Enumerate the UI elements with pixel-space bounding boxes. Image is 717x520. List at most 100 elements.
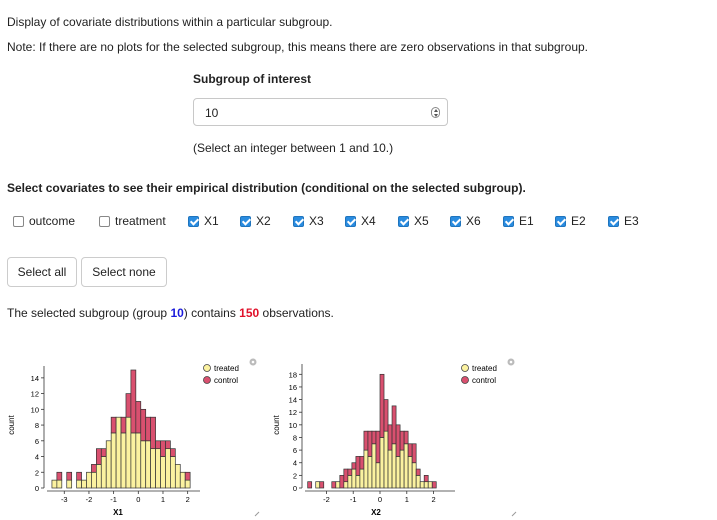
bar-treated	[125, 416, 132, 489]
checkbox-checked-icon[interactable]	[503, 215, 514, 227]
gear-icon[interactable]	[507, 358, 515, 366]
bar-treated	[145, 440, 151, 489]
checkbox-x1[interactable]: X1	[188, 213, 219, 229]
resize-handle-icon[interactable]	[511, 511, 517, 517]
y-tick-label: 8	[35, 421, 39, 430]
x-tick-label: -1	[110, 495, 117, 504]
bar-treated	[335, 481, 341, 489]
checkbox-checked-icon[interactable]	[240, 215, 251, 227]
subgroup-summary: The selected subgroup (group 10) contain…	[7, 306, 334, 320]
bar-control	[403, 430, 409, 445]
select-all-button[interactable]: Select all	[7, 257, 77, 287]
bar-treated	[395, 456, 401, 489]
bar-treated	[100, 456, 107, 489]
y-tick-label: 14	[289, 396, 297, 405]
bar-treated	[411, 462, 417, 489]
checkbox-outcome[interactable]: outcome	[13, 213, 75, 229]
bar-control	[160, 440, 166, 457]
y-tick-label: 12	[289, 408, 297, 417]
bar-treated	[120, 432, 127, 489]
bar-treated	[105, 440, 112, 489]
observation-count: 150	[239, 306, 260, 320]
bar-treated	[76, 479, 82, 489]
subgroup-value: 10	[205, 106, 219, 120]
bar-control	[76, 471, 82, 481]
subgroup-input[interactable]: 10	[193, 98, 448, 126]
legend-control-swatch	[203, 376, 211, 384]
checkbox-e2[interactable]: E2	[555, 213, 586, 229]
x-tick-label: 2	[431, 495, 435, 504]
y-axis-label: count	[7, 414, 16, 434]
checkbox-checked-icon[interactable]	[345, 215, 356, 227]
checkbox-x3[interactable]: X3	[293, 213, 324, 229]
bar-treated	[347, 475, 353, 489]
resize-handle-icon[interactable]	[254, 511, 260, 517]
checkbox-unchecked-icon[interactable]	[13, 215, 24, 227]
note-text: Note: If there are no plots for the sele…	[7, 40, 589, 54]
checkbox-checked-icon[interactable]	[398, 215, 409, 227]
bar-control	[135, 401, 142, 434]
histogram-bars	[307, 373, 437, 489]
bar-control	[383, 399, 389, 432]
bar-treated	[86, 471, 92, 489]
bar-control	[120, 416, 127, 434]
y-tick-label: 2	[35, 468, 39, 477]
y-tick-label: 4	[35, 453, 39, 462]
bar-control	[407, 443, 413, 457]
checkbox-x4[interactable]: X4	[345, 213, 376, 229]
checkbox-checked-icon[interactable]	[450, 215, 461, 227]
bar-control	[66, 471, 73, 481]
checkbox-checked-icon[interactable]	[188, 215, 199, 227]
bar-control	[155, 440, 161, 450]
legend-control-swatch	[461, 376, 469, 384]
bar-control	[170, 448, 176, 457]
legend-control-label: control	[472, 376, 496, 385]
checkbox-checked-icon[interactable]	[555, 215, 566, 227]
chart-legend: treated control	[203, 364, 239, 385]
bar-treated	[351, 468, 357, 489]
checkbox-unchecked-icon[interactable]	[99, 215, 110, 227]
checkbox-treatment[interactable]: treatment	[99, 213, 166, 229]
bar-treated	[391, 443, 397, 489]
bar-treated	[110, 432, 117, 489]
checkbox-x6[interactable]: X6	[450, 213, 481, 229]
bar-treated	[343, 481, 349, 489]
select-none-button[interactable]: Select none	[81, 257, 167, 287]
bar-treated	[379, 437, 385, 489]
y-tick-label: 10	[289, 421, 297, 430]
x-tick-label: 0	[378, 495, 382, 504]
bar-control	[359, 456, 365, 470]
x-tick-label: -3	[61, 495, 68, 504]
y-tick-label: 0	[293, 484, 297, 493]
checkbox-checked-icon[interactable]	[608, 215, 619, 227]
y-tick-label: 14	[31, 374, 39, 383]
bar-treated	[51, 479, 58, 489]
bar-control	[355, 456, 361, 476]
spinner-icon[interactable]	[431, 107, 440, 118]
bar-control	[130, 369, 137, 434]
bar-control	[307, 481, 313, 489]
bar-treated	[81, 479, 87, 489]
checkbox-x2[interactable]: X2	[240, 213, 271, 229]
bar-control	[343, 468, 349, 483]
bar-control	[140, 408, 147, 442]
bar-treated	[387, 449, 393, 489]
bar-control	[331, 481, 337, 489]
bar-treated	[150, 448, 156, 489]
bar-control	[411, 443, 417, 464]
x-tick-label: 1	[161, 495, 165, 504]
gear-icon[interactable]	[249, 358, 257, 366]
checkbox-checked-icon[interactable]	[293, 215, 304, 227]
bar-treated	[359, 468, 365, 489]
bar-control	[319, 481, 325, 489]
bar-control	[96, 448, 102, 465]
x-tick-label: 2	[186, 495, 190, 504]
checkbox-e1[interactable]: E1	[503, 213, 534, 229]
bar-treated	[179, 471, 186, 489]
x-tick-label: -2	[86, 495, 93, 504]
checkbox-x5[interactable]: X5	[398, 213, 429, 229]
bar-treated	[399, 449, 405, 489]
checkbox-e3[interactable]: E3	[608, 213, 639, 229]
